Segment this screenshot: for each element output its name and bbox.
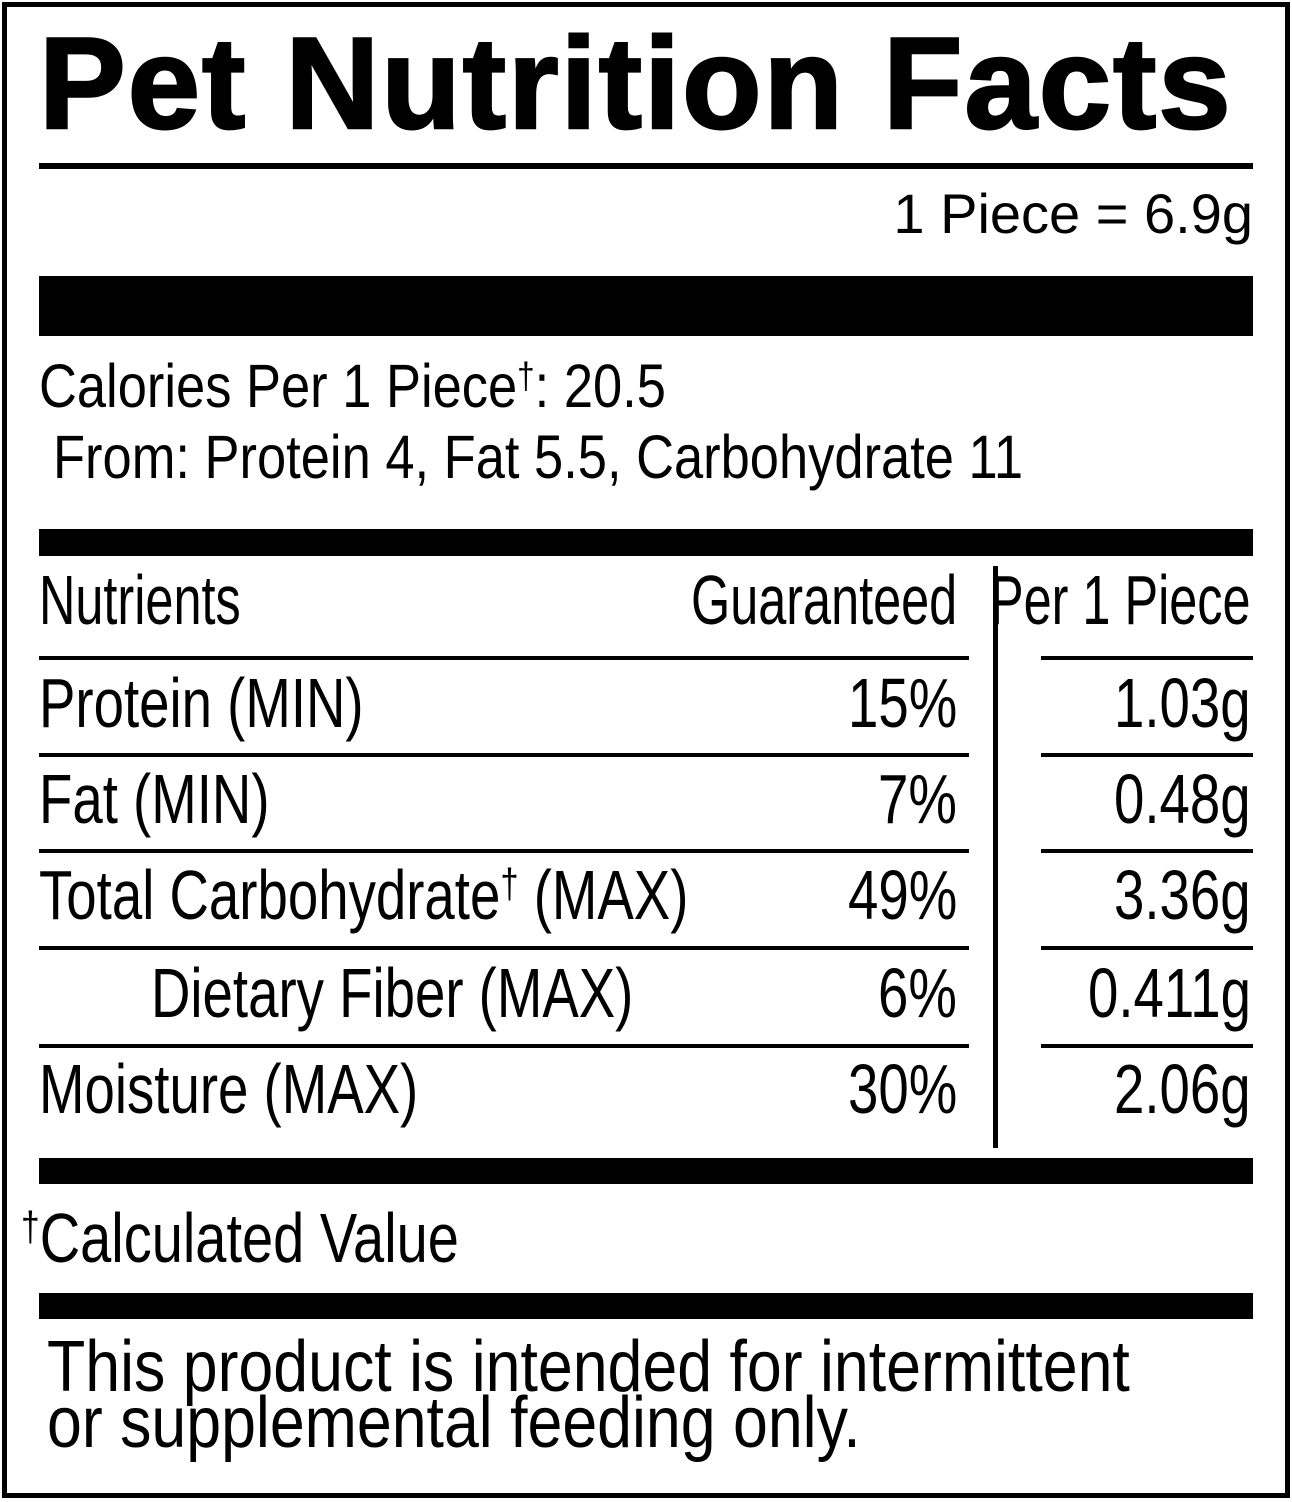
serving-size: 1 Piece = 6.9g xyxy=(893,182,1253,245)
dagger-icon: † xyxy=(21,1203,40,1250)
disclaimer-text: This product is intended for intermitten… xyxy=(47,1327,1130,1463)
title-rule xyxy=(39,163,1253,169)
col-header-per-piece: Per 1 Piece xyxy=(990,561,1252,639)
nutrient-name: Fat (MIN) xyxy=(39,760,270,838)
per-piece-value: 3.36g xyxy=(1114,856,1252,934)
table-header-row: Nutrients Guaranteed Per 1 Piece xyxy=(39,556,1253,660)
column-divider xyxy=(993,566,998,1148)
nutrient-name: Moisture (MAX) xyxy=(39,1050,419,1128)
section-bar-top xyxy=(39,276,1253,336)
col-header-nutrients: Nutrients xyxy=(39,561,241,639)
section-bar-footnote xyxy=(39,1158,1253,1184)
nutrient-name: Protein (MIN) xyxy=(39,664,364,742)
label-title: Pet Nutrition Facts xyxy=(38,10,1233,156)
section-bar-table-header xyxy=(39,529,1253,556)
table-row: Total Carbohydrate† (MAX) 49% 3.36g xyxy=(39,853,1253,950)
calories-value: : 20.5 xyxy=(534,352,666,420)
table-row: Dietary Fiber (MAX) 6% 0.411g xyxy=(39,950,1253,1048)
dagger-icon: † xyxy=(517,355,535,397)
calories-label: Calories Per 1 Piece xyxy=(39,352,518,420)
calories-line: Calories Per 1 Piece†: 20.5 xyxy=(39,356,1253,417)
footnote-text: Calculated Value xyxy=(39,1199,459,1277)
guaranteed-value: 7% xyxy=(878,760,958,838)
per-piece-value: 0.48g xyxy=(1114,760,1252,838)
dagger-icon: † xyxy=(500,860,519,907)
disclaimer: This product is intended for intermitten… xyxy=(39,1327,1253,1463)
table-row: Moisture (MAX) 30% 2.06g xyxy=(39,1048,1253,1124)
per-piece-value: 2.06g xyxy=(1114,1050,1252,1128)
footnote: †Calculated Value xyxy=(21,1203,1253,1273)
guaranteed-value: 6% xyxy=(878,954,958,1032)
calories-from-line: From: Protein 4, Fat 5.5, Carbohydrate 1… xyxy=(53,423,1023,491)
nutrient-table: Nutrients Guaranteed Per 1 Piece Protein… xyxy=(39,556,1253,1148)
table-row: Fat (MIN) 7% 0.48g xyxy=(39,757,1253,853)
guaranteed-value: 49% xyxy=(847,856,958,934)
nutrient-name: Dietary Fiber (MAX) xyxy=(151,954,634,1032)
guaranteed-value: 30% xyxy=(847,1050,958,1128)
table-row: Protein (MIN) 15% 1.03g xyxy=(39,660,1253,757)
per-piece-value: 1.03g xyxy=(1114,664,1252,742)
per-piece-value: 0.411g xyxy=(1088,954,1252,1032)
nutrient-name: Total Carbohydrate† (MAX) xyxy=(39,856,689,934)
guaranteed-value: 15% xyxy=(847,664,958,742)
section-bar-disclaimer xyxy=(39,1293,1253,1319)
col-header-guaranteed: Guaranteed xyxy=(690,561,958,639)
